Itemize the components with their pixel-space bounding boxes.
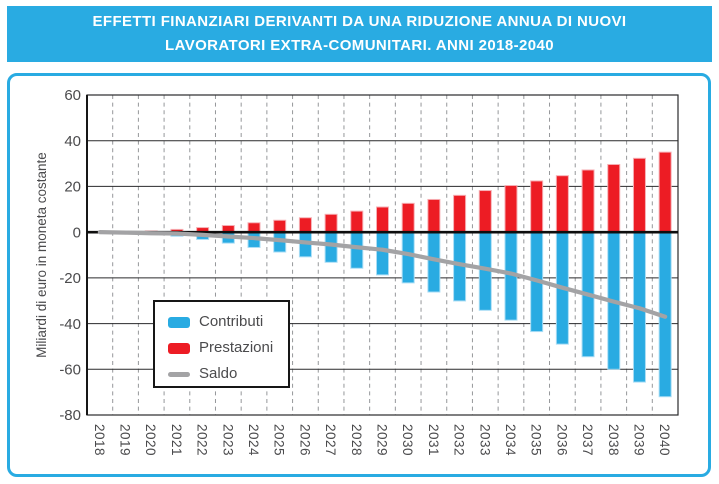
y-tick-label: -80: [59, 407, 81, 424]
legend-label-prestazioni: Prestazioni: [199, 339, 274, 356]
legend-item-contributi: Contributi: [168, 309, 288, 335]
x-tick-label: 2037: [580, 424, 595, 456]
bar-prestazioni-2026: [298, 217, 312, 233]
figure-title-bar: EFFETTI FINANZIARI DERIVANTI DA UNA RIDU…: [7, 6, 712, 62]
x-tick-label: 2031: [426, 424, 441, 456]
x-tick-label: 2039: [631, 424, 646, 456]
x-tick-label: 2032: [452, 424, 467, 456]
x-tick-label: 2019: [118, 424, 133, 456]
saldo-line-swatch-icon: [168, 371, 190, 377]
y-tick-label: -20: [59, 270, 81, 287]
bar-prestazioni-2029: [376, 206, 389, 233]
y-tick-label: 40: [64, 133, 81, 150]
legend-label-saldo: Saldo: [199, 365, 238, 382]
x-tick-label: 2023: [220, 424, 235, 456]
x-tick-label: 2038: [606, 424, 621, 456]
x-tick-label: 2034: [503, 424, 518, 456]
x-tick-label: 2027: [323, 424, 338, 456]
x-tick-label: 2025: [272, 424, 287, 456]
x-tick-label: 2029: [375, 424, 390, 456]
legend-item-saldo: Saldo: [168, 361, 288, 387]
x-tick-label: 2021: [169, 424, 184, 456]
y-axis-title: Miliardi di euro in moneta costante: [34, 152, 49, 358]
bar-prestazioni-2036: [555, 175, 569, 233]
bar-prestazioni-2040: [658, 151, 672, 233]
prestazioni-swatch-icon: [168, 342, 190, 354]
y-tick-label: 0: [73, 224, 81, 241]
x-tick-label: 2024: [246, 424, 261, 456]
x-tick-label: 2036: [554, 424, 569, 456]
x-tick-label: 2035: [529, 424, 544, 456]
bar-prestazioni-2037: [581, 169, 595, 233]
x-tick-label: 2033: [477, 424, 492, 456]
legend-item-prestazioni: Prestazioni: [168, 335, 288, 361]
bar-contributi-2029: [376, 231, 389, 276]
y-tick-label: -40: [59, 316, 81, 333]
bar-prestazioni-2035: [530, 180, 544, 233]
x-tick-label: 2020: [143, 424, 158, 456]
bar-contributi-2027: [324, 231, 338, 263]
bar-prestazioni-2027: [324, 213, 338, 233]
x-tick-label: 2022: [195, 424, 210, 456]
legend-label-contributi: Contributi: [199, 313, 264, 330]
bar-prestazioni-2038: [607, 163, 621, 233]
figure-title-line2: LAVORATORI EXTRA-COMUNITARI. ANNI 2018-2…: [165, 37, 554, 54]
bar-prestazioni-2030: [401, 202, 415, 233]
y-tick-label: 60: [64, 87, 81, 104]
contributi-swatch-icon: [168, 316, 190, 328]
x-tick-label: 2018: [92, 424, 107, 456]
x-tick-label: 2040: [657, 424, 672, 456]
bar-prestazioni-2039: [632, 157, 646, 233]
x-tick-label: 2026: [297, 424, 312, 456]
bar-prestazioni-2034: [504, 185, 518, 233]
bar-contributi-2028: [350, 231, 364, 269]
saldo-line: [97, 230, 668, 319]
figure-title-line1: EFFETTI FINANZIARI DERIVANTI DA UNA RIDU…: [92, 13, 627, 30]
bar-prestazioni-2033: [478, 190, 492, 233]
y-tick-label: -60: [59, 361, 81, 378]
bar-prestazioni-2031: [427, 198, 441, 233]
chart-legend: Contributi Prestazioni Saldo: [153, 300, 290, 388]
y-tick-label: 20: [64, 179, 81, 196]
bar-prestazioni-2024: [247, 222, 261, 233]
x-tick-label: 2030: [400, 424, 415, 456]
bar-contributi-2030: [401, 231, 415, 284]
bar-prestazioni-2025: [273, 219, 287, 233]
bar-prestazioni-2028: [350, 210, 364, 233]
bar-prestazioni-2032: [453, 194, 467, 233]
x-tick-label: 2028: [349, 424, 364, 456]
